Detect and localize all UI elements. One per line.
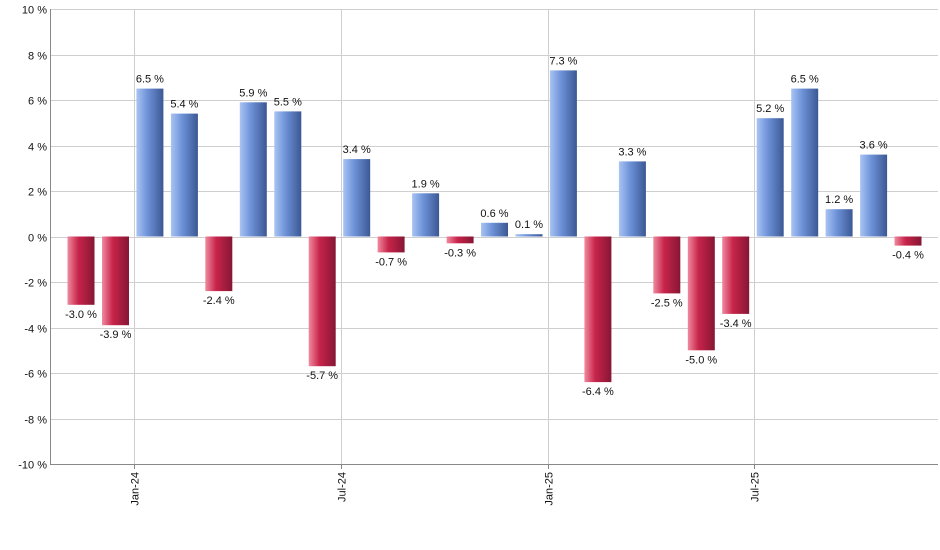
bar [343, 159, 371, 237]
bar [274, 111, 302, 237]
bar [584, 236, 612, 383]
bar [653, 236, 681, 294]
y-tick-label: 0 % [28, 233, 47, 245]
bar [825, 209, 853, 237]
data-label: -0.7 % [375, 256, 407, 268]
data-label: -0.4 % [892, 250, 924, 262]
data-label: -6.4 % [582, 386, 614, 398]
data-label: 6.5 % [791, 74, 819, 86]
bar [722, 236, 750, 314]
y-axis-ticks: -10 % -8 % -6 % -4 % -2 % 0 % 2 % 4 % 6 % 8 % 10 % [18, 5, 47, 472]
bar [239, 102, 267, 237]
data-label: -2.4 % [203, 295, 235, 307]
bar [377, 236, 405, 253]
bar [136, 88, 164, 237]
bar [549, 70, 577, 237]
bar [860, 154, 888, 237]
y-tick-label: 2 % [28, 187, 47, 199]
y-tick-label: 8 % [28, 51, 47, 63]
bars [67, 70, 922, 383]
x-tick-label: Jul-24 [337, 472, 349, 502]
x-tick-label: Jan-24 [130, 472, 142, 506]
data-label: -2.5 % [651, 297, 683, 309]
data-label: 5.9 % [239, 87, 267, 99]
data-label: 5.5 % [274, 96, 302, 108]
data-label: -0.3 % [444, 247, 476, 259]
bar [481, 222, 508, 237]
data-label: 1.9 % [412, 178, 440, 190]
data-label: 0.6 % [480, 208, 508, 220]
bar [446, 236, 474, 244]
data-label: 3.3 % [618, 146, 646, 158]
y-tick-label: 10 % [22, 5, 47, 17]
data-label: -5.0 % [685, 354, 717, 366]
bar [412, 193, 440, 237]
bar [894, 236, 922, 246]
y-tick-label: -2 % [24, 278, 47, 290]
y-tick-label: -6 % [24, 369, 47, 381]
data-label: 6.5 % [136, 74, 164, 86]
bar [618, 161, 646, 237]
bar [170, 113, 198, 237]
x-tick-label: Jul-25 [750, 472, 762, 502]
y-tick-label: -4 % [24, 324, 47, 336]
bar [308, 236, 336, 367]
bar [102, 236, 129, 326]
data-label: -3.9 % [100, 329, 132, 341]
bar [515, 234, 543, 237]
axes [50, 9, 938, 465]
data-label: 0.1 % [515, 219, 543, 231]
x-axis-ticks: Jan-24 Jul-24 Jan-25 Jul-25 [130, 464, 762, 506]
data-label: 7.3 % [549, 55, 577, 67]
y-tick-label: 6 % [28, 96, 47, 108]
y-tick-label: -8 % [24, 415, 47, 427]
data-label: -5.7 % [306, 370, 338, 382]
data-label: -3.4 % [720, 318, 752, 330]
data-label: 1.2 % [825, 194, 853, 206]
data-label: 3.4 % [343, 144, 371, 156]
data-labels: -3.0 %-3.9 % 6.5 % 5.4 % -2.4 % 5.9 % 5.5 % -5… [65, 55, 924, 398]
bar [756, 118, 784, 237]
y-tick-label: 4 % [28, 142, 47, 154]
gridlines [50, 9, 938, 465]
data-label: 5.4 % [170, 99, 198, 111]
y-tick-label: -10 % [18, 460, 47, 472]
data-label: 5.2 % [756, 103, 784, 115]
x-tick-label: Jan-25 [544, 472, 556, 506]
bar [687, 236, 715, 351]
bar [205, 236, 233, 292]
data-label: -3.0 % [65, 309, 97, 321]
data-label: 3.6 % [860, 140, 888, 152]
bar [67, 236, 95, 305]
bar [791, 88, 819, 237]
